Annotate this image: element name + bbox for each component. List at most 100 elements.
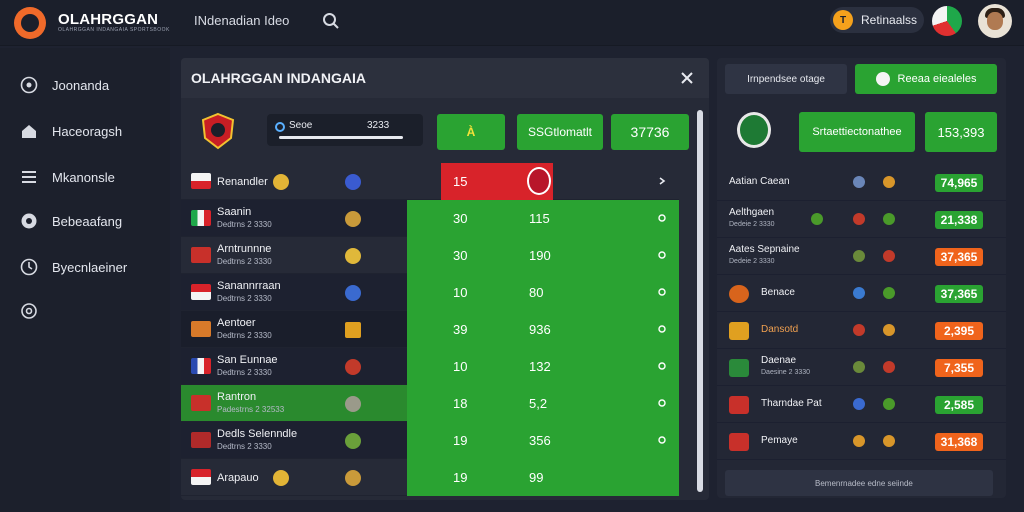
odds-badge[interactable]: 2,395 <box>935 322 983 340</box>
promo-footer[interactable]: Bemenrnadee edne seiinde <box>725 470 993 496</box>
sidebar-item-bebeaafang[interactable]: Bebeaafang <box>20 210 122 232</box>
chevron-right-icon[interactable] <box>657 398 667 408</box>
brand-logo-icon[interactable] <box>14 7 46 39</box>
club-icon <box>883 398 895 410</box>
club-icon <box>345 396 361 412</box>
chevron-right-icon[interactable] <box>657 287 667 297</box>
table-row[interactable]: Sanannrraan Dedtrns 2 3330 10 80 <box>181 274 679 311</box>
odds-cell[interactable] <box>407 200 679 237</box>
table-row[interactable]: Rantron Padestrns 2 32533 18 5,2 <box>181 385 679 422</box>
club-icon <box>883 213 895 225</box>
star-button[interactable]: À <box>437 114 505 150</box>
brand-tagline: OLAHRGGAN INDANGAIA SPORTSBOOK <box>58 27 170 33</box>
clock-icon <box>20 258 38 276</box>
sidebar-item-haceoragsh[interactable]: Haceoragsh <box>20 120 122 142</box>
team-name: Daenae <box>761 355 797 366</box>
odds-cell[interactable] <box>407 237 679 274</box>
country-badge-icon[interactable] <box>932 6 962 36</box>
list-item[interactable]: Pemaye 31,368 <box>717 423 1006 460</box>
bet-slip-button[interactable]: Reeaa eiealeles <box>855 64 997 94</box>
table-row[interactable]: San Eunnae Dedtrns 2 3330 10 132 <box>181 348 679 385</box>
list-item[interactable]: Aates Sepnaine Dedeie 2 3330 37,365 <box>717 238 1006 275</box>
chevron-right-icon[interactable] <box>657 435 667 445</box>
odds-badge[interactable]: 7,355 <box>935 359 983 377</box>
list-item[interactable]: Dansotd 2,395 <box>717 312 1006 349</box>
list-item[interactable]: Aelthgaen Dedeie 2 3330 21,338 <box>717 201 1006 238</box>
score-radio[interactable] <box>275 122 285 132</box>
club-icon <box>853 250 865 262</box>
bet-slip-label: Reeaa eiealeles <box>897 73 977 85</box>
sidebar-item-joonanda[interactable]: Joonanda <box>20 74 109 96</box>
table-row[interactable]: Aentoer Dedtrns 2 3330 39 936 <box>181 311 679 348</box>
list-item[interactable]: Daenae Daesine 2 3330 7,355 <box>717 349 1006 386</box>
home-icon <box>22 125 36 138</box>
odds-badge[interactable]: 74,965 <box>935 174 983 192</box>
close-icon[interactable] <box>679 70 695 86</box>
odds-cell[interactable] <box>407 385 679 422</box>
sidebar: Joonanda Haceoragsh Mkanonsle Bebeaafang… <box>0 48 170 512</box>
club-icon <box>345 322 361 338</box>
list-item[interactable]: Tharndae Pat 2,585 <box>717 386 1006 423</box>
flag-icon <box>191 432 211 448</box>
sidebar-item-mkanonsle[interactable]: Mkanonsle <box>20 166 115 188</box>
avatar[interactable] <box>978 4 1012 38</box>
star-icon: À <box>466 125 476 139</box>
odds-button[interactable]: 37736 <box>611 114 689 150</box>
flag-icon <box>191 284 211 300</box>
odds-badge[interactable]: 31,368 <box>935 433 983 451</box>
sidebar-item-label: Joonanda <box>52 77 110 93</box>
scrollbar[interactable] <box>697 110 703 492</box>
odds-badge[interactable]: 37,365 <box>935 285 983 303</box>
chevron-right-icon[interactable] <box>657 361 667 371</box>
flag-icon <box>191 469 211 485</box>
sidebar-item-byecnlaeiner[interactable]: Byecnlaeiner <box>20 256 127 278</box>
table-row[interactable]: Arapauo 19 99 <box>181 459 679 496</box>
ball-icon <box>21 213 37 229</box>
score-slider[interactable]: Seoe 3233 <box>267 114 423 146</box>
list-item[interactable]: Benace 37,365 <box>717 275 1006 312</box>
club-icon <box>853 435 865 447</box>
list-icon <box>22 171 36 183</box>
odds-value: 30 <box>453 248 468 263</box>
table-row[interactable]: Renandler 15 <box>181 163 679 200</box>
sidebar-item-settings[interactable] <box>20 300 38 322</box>
market-button[interactable]: SSGtlomatlt <box>517 114 603 150</box>
table-row[interactable]: Arntrunnne Dedtrns 2 3330 30 190 <box>181 237 679 274</box>
chevron-right-icon[interactable] <box>657 324 667 334</box>
flag-icon <box>191 395 211 411</box>
search-icon[interactable] <box>322 12 340 30</box>
odds-badge[interactable]: 37,365 <box>935 248 983 266</box>
odds-badge[interactable]: 2,585 <box>935 396 983 414</box>
nav-link[interactable]: INdenadian Ideo <box>194 13 290 28</box>
match-time: Daesine 2 3330 <box>761 369 811 376</box>
odds-cell[interactable] <box>407 422 679 459</box>
table-row[interactable]: Dedls Selenndle Dedtrns 2 3330 19 356 <box>181 422 679 459</box>
rewards-pill[interactable]: T Retinaalss <box>830 7 924 33</box>
club-icon <box>729 285 749 303</box>
odds-cell[interactable] <box>407 311 679 348</box>
odds-button-label: 37736 <box>630 124 670 140</box>
odds-value: 30 <box>453 211 468 226</box>
table-row[interactable]: Saanin Dedtrns 2 3330 30 115 <box>181 200 679 237</box>
team-name: Tharndae Pat <box>761 398 822 409</box>
odds-cell[interactable] <box>407 274 679 311</box>
chevron-right-icon[interactable] <box>657 176 667 186</box>
club-icon <box>345 433 361 449</box>
chevron-right-icon[interactable] <box>657 250 667 260</box>
brand-name[interactable]: OLAHRGGAN <box>58 11 159 28</box>
filter-pill[interactable]: Irnpendsee otage <box>725 64 847 94</box>
stats-button[interactable]: Srtaettiectonathee <box>799 112 915 152</box>
odds-value: 19 <box>453 470 468 485</box>
club-icon <box>883 250 895 262</box>
list-item[interactable]: Aatian Caean 74,965 <box>717 164 1006 201</box>
team-name: Aentoer <box>217 317 256 329</box>
odds-badge[interactable]: 21,338 <box>935 211 983 229</box>
team-name: Arapauo <box>217 472 259 484</box>
chevron-right-icon[interactable] <box>657 213 667 223</box>
total-odds-button[interactable]: 153,393 <box>925 112 997 152</box>
odds-cell[interactable] <box>407 348 679 385</box>
odds-cell[interactable] <box>407 459 679 496</box>
team-name: Aatian Caean <box>729 176 790 187</box>
team-name: Sanannrraan <box>217 280 281 292</box>
gear-icon <box>21 303 37 319</box>
